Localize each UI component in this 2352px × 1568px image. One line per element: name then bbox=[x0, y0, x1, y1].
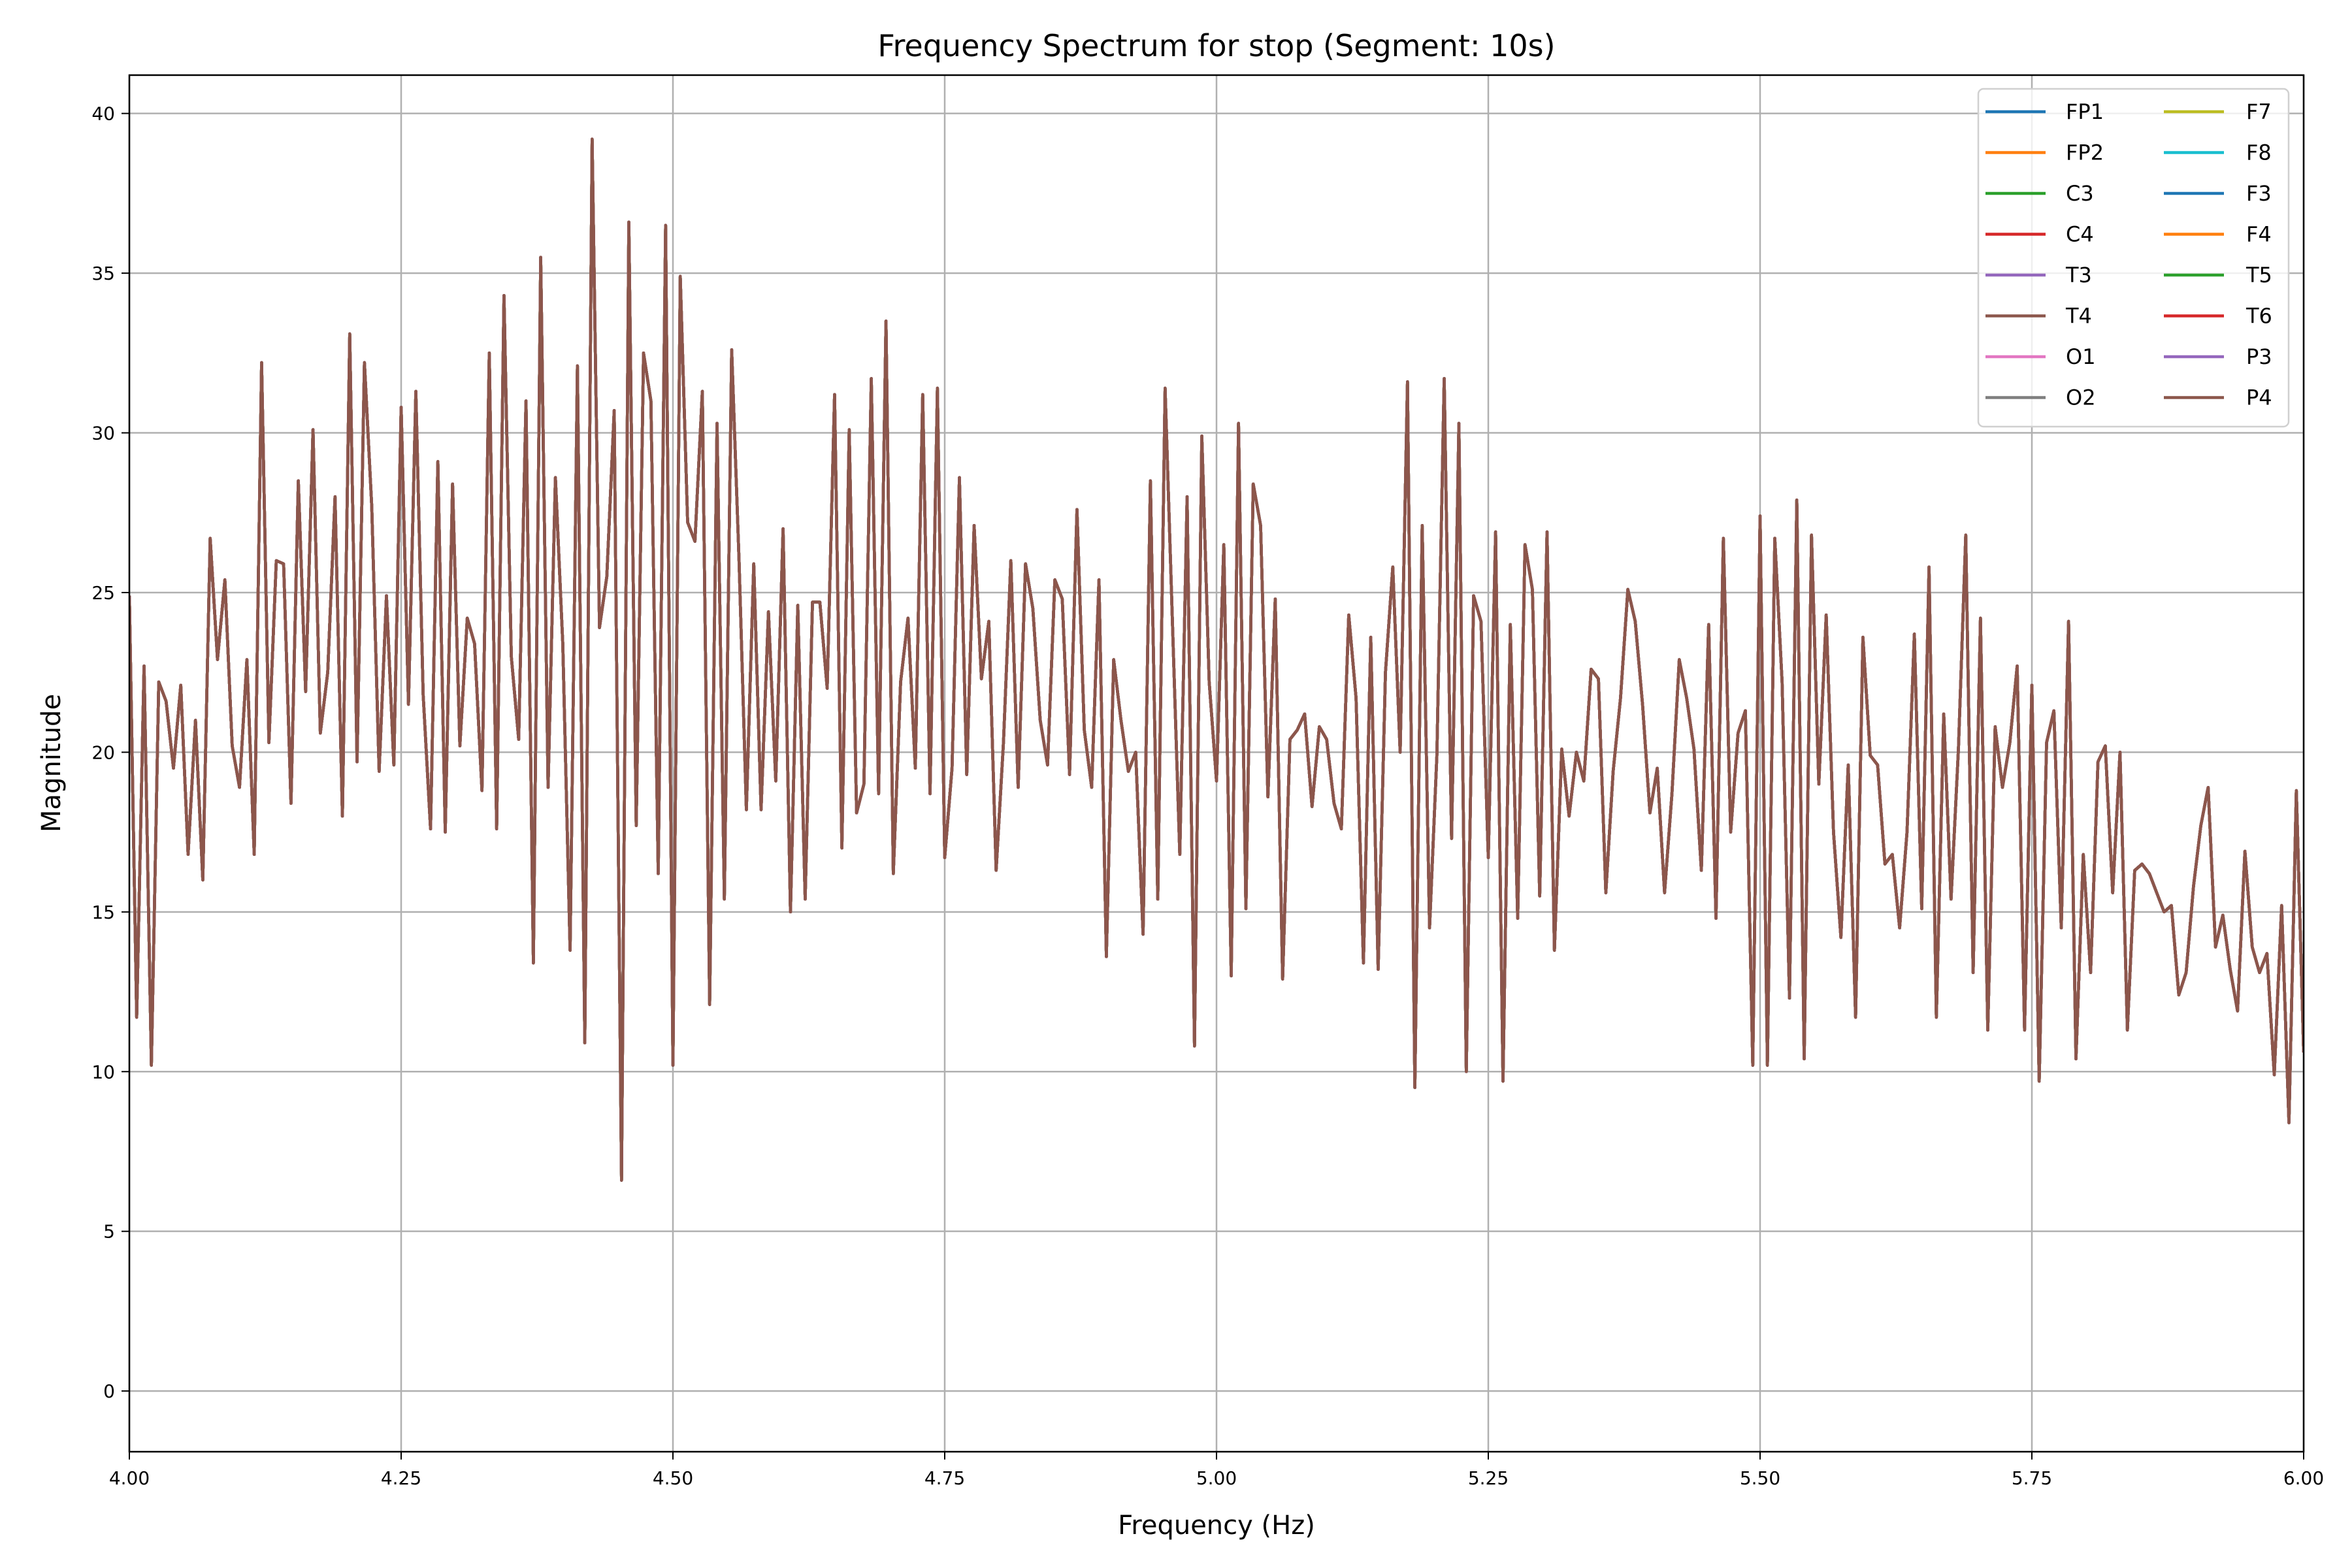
legend-item: F3 bbox=[2164, 181, 2272, 206]
x-tick-label: 4.25 bbox=[381, 1467, 421, 1489]
y-tick-label: 5 bbox=[103, 1221, 115, 1243]
x-axis-label: Frequency (Hz) bbox=[1118, 1511, 1315, 1541]
chart-title: Frequency Spectrum for stop (Segment: 10… bbox=[877, 28, 1555, 63]
legend-label: F4 bbox=[2246, 222, 2272, 247]
legend-item: F4 bbox=[2164, 222, 2272, 247]
y-axis-label: Magnitude bbox=[37, 694, 67, 832]
x-tick-label: 5.00 bbox=[1196, 1467, 1237, 1489]
legend-label: T3 bbox=[2065, 263, 2092, 287]
legend: FP1 FP2 C3 C4 T3 T4 O1 O2 F7 F8 F3 F4 T5 T6 P3 P4 bbox=[1977, 88, 2290, 428]
legend-label: FP1 bbox=[2066, 99, 2104, 124]
x-tick-label: 4.75 bbox=[924, 1467, 965, 1489]
x-tick-label: 5.75 bbox=[2012, 1467, 2052, 1489]
legend-label: F3 bbox=[2246, 181, 2272, 206]
series-line-p4 bbox=[129, 137, 2304, 1182]
y-axis-ticks: 0 5 10 15 20 25 30 35 40 bbox=[91, 103, 129, 1402]
legend-item: O2 bbox=[1985, 385, 2096, 410]
legend-label: T4 bbox=[2065, 304, 2092, 329]
legend-label: C3 bbox=[2066, 181, 2094, 206]
legend-item: FP2 bbox=[1985, 140, 2104, 165]
legend-item: FP1 bbox=[1985, 99, 2104, 124]
legend-label: P3 bbox=[2246, 344, 2272, 369]
legend-label: C4 bbox=[2066, 222, 2094, 247]
y-tick-label: 15 bbox=[91, 902, 115, 923]
y-tick-label: 0 bbox=[103, 1380, 115, 1402]
legend-item: P3 bbox=[2164, 344, 2272, 369]
y-tick-label: 25 bbox=[91, 582, 115, 604]
legend-item: O1 bbox=[1985, 344, 2096, 369]
x-axis-ticks: 4.00 4.25 4.50 4.75 5.00 5.25 5.50 5.75 6.00 bbox=[109, 1452, 2324, 1489]
x-tick-label: 4.00 bbox=[109, 1467, 150, 1489]
legend-item: F8 bbox=[2164, 140, 2272, 165]
legend-label: P4 bbox=[2246, 385, 2272, 410]
legend-label: O2 bbox=[2066, 385, 2096, 410]
legend-item: F7 bbox=[2164, 99, 2272, 124]
legend-item: C3 bbox=[1985, 181, 2094, 206]
x-tick-label: 5.50 bbox=[1740, 1467, 1780, 1489]
legend-label: F7 bbox=[2246, 99, 2272, 124]
legend-item: T5 bbox=[2164, 263, 2272, 287]
legend-label: O1 bbox=[2066, 344, 2096, 369]
legend-item: T4 bbox=[1985, 304, 2092, 329]
legend-item: T6 bbox=[2164, 304, 2272, 329]
legend-label: T5 bbox=[2246, 263, 2272, 287]
x-tick-label: 4.50 bbox=[653, 1467, 693, 1489]
legend-item: P4 bbox=[2164, 385, 2272, 410]
legend-label: FP2 bbox=[2066, 140, 2104, 165]
legend-label: F8 bbox=[2246, 140, 2272, 165]
y-tick-label: 35 bbox=[91, 263, 115, 284]
legend-label: T6 bbox=[2246, 304, 2272, 329]
y-tick-label: 20 bbox=[91, 742, 115, 763]
y-tick-label: 40 bbox=[91, 103, 115, 125]
legend-item: T3 bbox=[1985, 263, 2092, 287]
legend-box bbox=[1977, 88, 2290, 428]
legend-item: C4 bbox=[1985, 222, 2094, 247]
y-tick-label: 10 bbox=[91, 1061, 115, 1083]
plot-lines bbox=[129, 137, 2304, 1182]
x-tick-label: 6.00 bbox=[2283, 1467, 2324, 1489]
y-tick-label: 30 bbox=[91, 423, 115, 444]
x-tick-label: 5.25 bbox=[1468, 1467, 1509, 1489]
